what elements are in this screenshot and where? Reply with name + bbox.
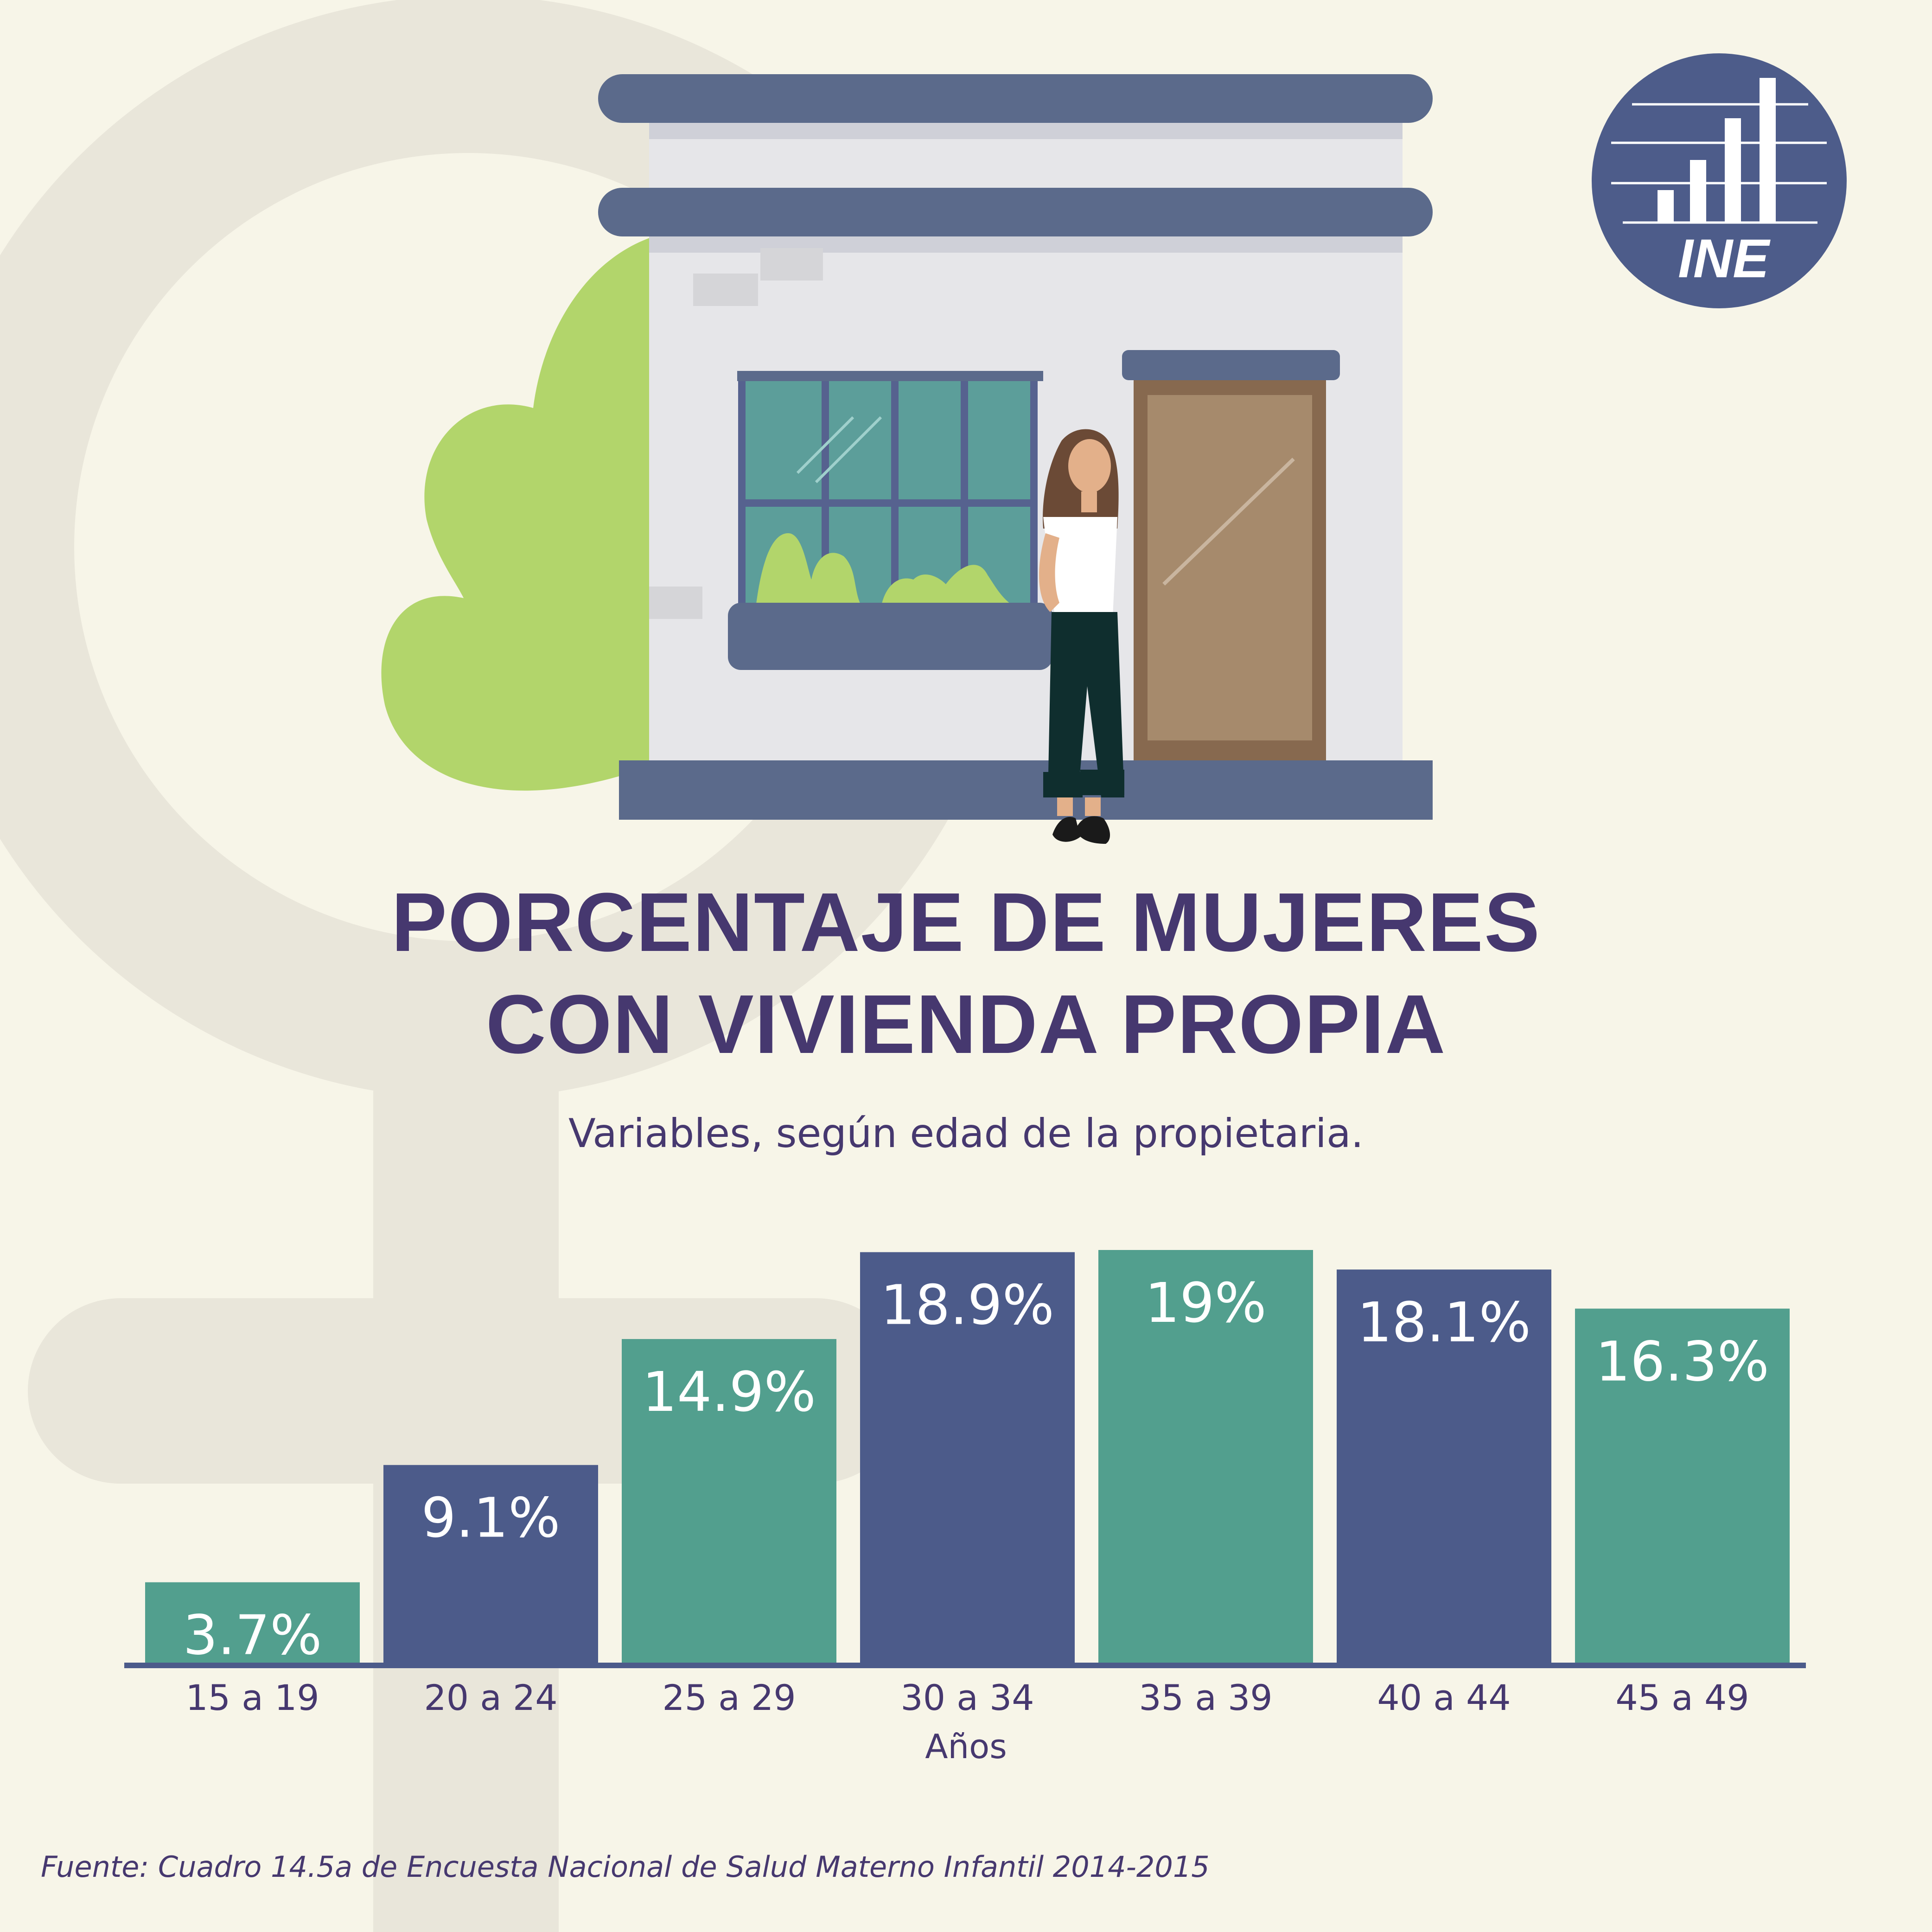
title-line-1: PORCENTAJE DE MUJERES <box>391 876 1541 969</box>
bar-value-label: 18.9% <box>880 1273 1054 1337</box>
x-tick-label: 15 a 19 <box>185 1677 319 1718</box>
bar-40-a-44 <box>1337 1269 1551 1663</box>
page-subtitle: Variables, según edad de la propietaria. <box>568 1110 1364 1157</box>
bar-20-a-24 <box>383 1465 598 1663</box>
x-tick-label: 25 a 29 <box>662 1677 796 1718</box>
bar-value-label: 9.1% <box>421 1486 561 1550</box>
bar-value-label: 18.1% <box>1357 1290 1531 1354</box>
x-tick-labels: 15 a 19 20 a 24 25 a 29 30 a 34 35 a 39 40 a … <box>185 1677 1749 1718</box>
page-title: PORCENTAJE DE MUJERES CON VIVIENDA PROPI… <box>0 872 1932 1076</box>
x-tick-label: 45 a 49 <box>1615 1677 1749 1718</box>
x-tick-label: 40 a 44 <box>1377 1677 1511 1718</box>
bar-value-label: 19% <box>1145 1271 1266 1335</box>
x-tick-label: 35 a 39 <box>1139 1677 1272 1718</box>
woman-icon <box>1039 429 1124 844</box>
source-note: Fuente: Cuadro 14.5a de Encuesta Naciona… <box>41 1850 1210 1884</box>
bars-group <box>145 1250 1790 1663</box>
bar-value-label: 14.9% <box>642 1360 816 1424</box>
bar-30-a-34 <box>860 1252 1075 1663</box>
bar-value-label: 3.7% <box>183 1603 322 1667</box>
bar-35-a-39 <box>1098 1250 1313 1663</box>
bar-25-a-29 <box>622 1339 836 1663</box>
bar-chart-icon <box>1611 78 1827 224</box>
x-tick-label: 30 a 34 <box>900 1677 1034 1718</box>
house-icon <box>598 74 1433 820</box>
ine-logo <box>1592 53 1847 308</box>
bush-icon <box>381 236 654 791</box>
x-tick-label: 20 a 24 <box>424 1677 557 1718</box>
bar-45-a-49 <box>1575 1308 1790 1663</box>
bar-15-a-19 <box>145 1582 360 1663</box>
title-line-2: CON VIVIENDA PROPIA <box>485 978 1447 1071</box>
x-axis-label: Años <box>925 1727 1007 1766</box>
logo-text: INE <box>1678 228 1769 289</box>
bar-value-label: 16.3% <box>1595 1329 1769 1393</box>
bar-value-labels: 3.7% 9.1% 14.9% 18.9% 19% 18.1% 16.3% <box>183 1271 1769 1667</box>
